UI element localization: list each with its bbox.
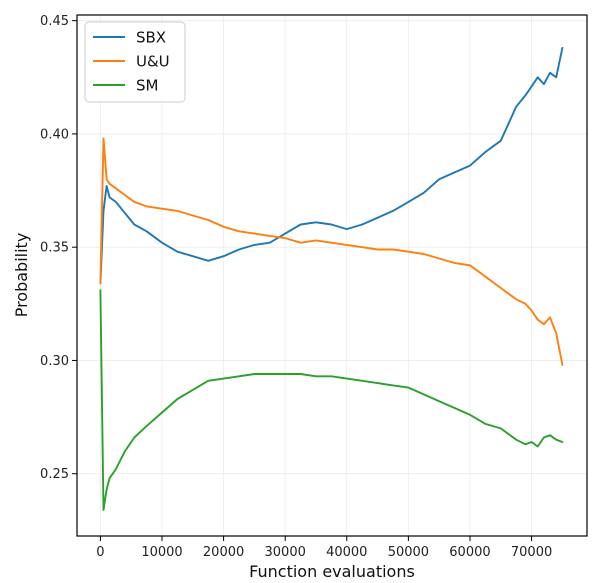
legend-label: SM xyxy=(136,77,158,95)
x-tick-label: 0 xyxy=(96,545,104,560)
y-tick-label: 0.30 xyxy=(40,354,69,369)
x-tick-label: 70000 xyxy=(511,545,552,560)
y-axis: 0.25 0.30 0.35 0.40 0.45 xyxy=(40,14,77,482)
y-tick-label: 0.45 xyxy=(40,14,69,29)
plot-frame xyxy=(76,14,588,537)
y-axis-title: Probability xyxy=(12,233,31,318)
x-axis: 0 10000 20000 30000 40000 50000 60000 70000 xyxy=(96,536,552,560)
x-tick-label: 20000 xyxy=(203,545,244,560)
x-axis-title: Function evaluations xyxy=(249,562,415,581)
y-tick-label: 0.40 xyxy=(40,127,69,142)
series-line-sm xyxy=(99,289,564,511)
series-line-u-u xyxy=(99,137,564,366)
x-tick-label: 30000 xyxy=(265,545,306,560)
y-tick-label: 0.25 xyxy=(40,467,69,482)
legend-box xyxy=(84,21,186,103)
x-tick-label: 60000 xyxy=(449,545,490,560)
legend-label: U&U xyxy=(136,53,170,71)
x-tick-label: 50000 xyxy=(388,545,429,560)
y-tick-label: 0.35 xyxy=(40,241,69,256)
legend-label: SBX xyxy=(136,29,166,47)
grid xyxy=(77,15,587,536)
legend: SBX U&U SM xyxy=(84,21,186,103)
series-line-sbx xyxy=(99,46,564,285)
x-tick-label: 40000 xyxy=(326,545,367,560)
series-layer xyxy=(99,46,564,511)
x-tick-label: 10000 xyxy=(141,545,182,560)
